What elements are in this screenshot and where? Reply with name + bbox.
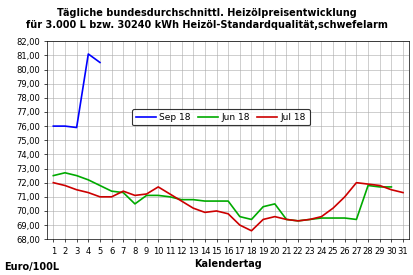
Jun 18 bbox=[74, 174, 79, 177]
Jun 18 bbox=[97, 184, 102, 187]
Jun 18 bbox=[261, 205, 266, 208]
Jul 18 bbox=[133, 194, 138, 197]
Sep 18 bbox=[97, 61, 102, 64]
Line: Sep 18: Sep 18 bbox=[53, 54, 100, 128]
Jun 18 bbox=[51, 174, 56, 177]
Text: Euro/100L: Euro/100L bbox=[4, 262, 59, 272]
Jul 18 bbox=[74, 188, 79, 191]
Sep 18 bbox=[86, 52, 91, 56]
Jun 18 bbox=[179, 198, 184, 201]
Jul 18 bbox=[214, 209, 219, 213]
Jun 18 bbox=[121, 191, 126, 194]
Jun 18 bbox=[86, 178, 91, 182]
Jul 18 bbox=[272, 215, 277, 218]
Jul 18 bbox=[62, 184, 67, 187]
Jun 18 bbox=[249, 218, 254, 221]
Jul 18 bbox=[342, 195, 347, 199]
Jul 18 bbox=[296, 219, 301, 222]
Jun 18 bbox=[109, 189, 114, 193]
Jun 18 bbox=[389, 185, 394, 189]
X-axis label: Kalendertag: Kalendertag bbox=[194, 259, 262, 269]
Jul 18 bbox=[319, 215, 324, 218]
Jul 18 bbox=[366, 182, 370, 186]
Jun 18 bbox=[342, 216, 347, 220]
Jun 18 bbox=[377, 185, 382, 189]
Jun 18 bbox=[156, 194, 161, 197]
Jun 18 bbox=[191, 198, 196, 201]
Jun 18 bbox=[319, 216, 324, 220]
Jun 18 bbox=[366, 184, 370, 187]
Jul 18 bbox=[109, 195, 114, 199]
Jun 18 bbox=[296, 219, 301, 222]
Jun 18 bbox=[144, 194, 149, 197]
Line: Jun 18: Jun 18 bbox=[53, 173, 392, 221]
Jul 18 bbox=[202, 211, 207, 214]
Jul 18 bbox=[401, 191, 406, 194]
Jun 18 bbox=[237, 215, 242, 218]
Jun 18 bbox=[167, 195, 172, 199]
Jul 18 bbox=[86, 191, 91, 194]
Jul 18 bbox=[225, 212, 230, 215]
Jul 18 bbox=[191, 207, 196, 210]
Jul 18 bbox=[377, 184, 382, 187]
Jun 18 bbox=[284, 218, 289, 221]
Jun 18 bbox=[202, 199, 207, 203]
Jul 18 bbox=[249, 229, 254, 232]
Sep 18 bbox=[74, 126, 79, 129]
Jun 18 bbox=[225, 199, 230, 203]
Jun 18 bbox=[133, 202, 138, 205]
Line: Jul 18: Jul 18 bbox=[53, 183, 403, 231]
Sep 18 bbox=[51, 125, 56, 128]
Jul 18 bbox=[389, 188, 394, 191]
Jul 18 bbox=[144, 192, 149, 196]
Jun 18 bbox=[62, 171, 67, 174]
Jul 18 bbox=[331, 207, 336, 210]
Jul 18 bbox=[51, 181, 56, 184]
Jul 18 bbox=[97, 195, 102, 199]
Jul 18 bbox=[284, 218, 289, 221]
Legend: Sep 18, Jun 18, Jul 18: Sep 18, Jun 18, Jul 18 bbox=[132, 109, 310, 125]
Jun 18 bbox=[354, 218, 359, 221]
Jul 18 bbox=[121, 189, 126, 193]
Jul 18 bbox=[261, 218, 266, 221]
Sep 18 bbox=[62, 125, 67, 128]
Jul 18 bbox=[237, 224, 242, 227]
Text: Tägliche bundesdurchschnittl. Heizölpreisentwicklung
für 3.000 L bzw. 30240 kWh : Tägliche bundesdurchschnittl. Heizölprei… bbox=[26, 8, 387, 30]
Jul 18 bbox=[167, 192, 172, 196]
Jul 18 bbox=[156, 185, 161, 189]
Jul 18 bbox=[179, 199, 184, 203]
Jun 18 bbox=[272, 202, 277, 205]
Jun 18 bbox=[331, 216, 336, 220]
Jun 18 bbox=[307, 218, 312, 221]
Jul 18 bbox=[307, 218, 312, 221]
Jun 18 bbox=[214, 199, 219, 203]
Jul 18 bbox=[354, 181, 359, 184]
